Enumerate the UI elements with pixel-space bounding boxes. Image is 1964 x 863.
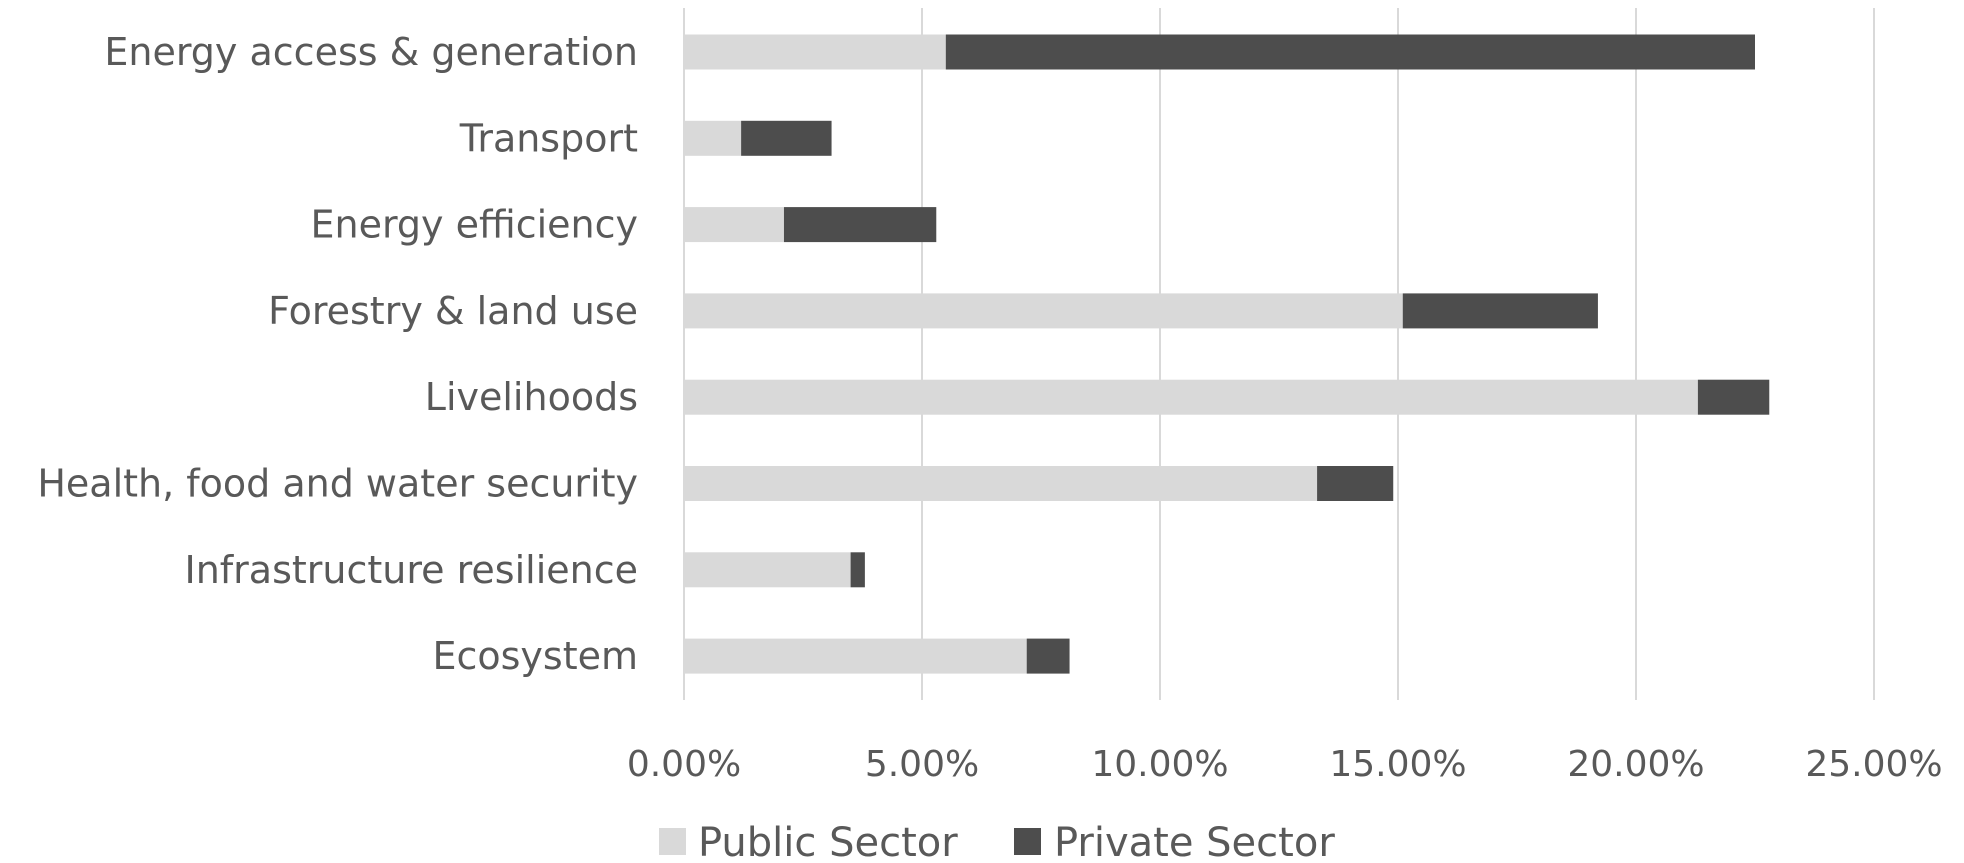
category-label: Transport: [459, 116, 638, 160]
bar-public-sector: [684, 466, 1318, 501]
category-label: Infrastructure resilience: [185, 548, 638, 592]
category-label: Ecosystem: [432, 634, 638, 678]
x-tick-label: 0.00%: [627, 744, 741, 785]
x-tick-label: 15.00%: [1329, 744, 1466, 785]
category-label: Health, food and water security: [37, 462, 638, 506]
x-tick-label: 10.00%: [1091, 744, 1228, 785]
bar-private-sector: [741, 120, 832, 156]
bar-public-sector: [684, 293, 1403, 329]
bar-private-sector: [1317, 466, 1394, 501]
bar-private-sector: [850, 552, 865, 588]
x-tick-label: 25.00%: [1805, 744, 1942, 785]
x-tick-label: 20.00%: [1567, 744, 1704, 785]
bar-public-sector: [684, 120, 742, 156]
x-tick-label: 5.00%: [865, 744, 979, 785]
bar-public-sector: [684, 379, 1698, 415]
bar-private-sector: [1697, 379, 1770, 415]
bars: [684, 34, 1770, 674]
gridlines: [683, 8, 1875, 700]
legend: Public Sector Private Sector: [659, 820, 1335, 863]
bar-public-sector: [684, 638, 1027, 674]
bar-private-sector: [783, 207, 937, 243]
bar-private-sector: [945, 34, 1755, 70]
bar-public-sector: [684, 552, 851, 588]
category-label: Forestry & land use: [268, 289, 638, 333]
bar-private-sector: [1026, 638, 1070, 674]
bar-public-sector: [684, 207, 784, 243]
category-label: Livelihoods: [425, 375, 638, 419]
legend-swatch: [659, 828, 686, 855]
legend-label: Private Sector: [1054, 820, 1335, 863]
category-labels: Energy access & generation Transport Energ…: [37, 30, 638, 678]
legend-label: Public Sector: [698, 820, 958, 863]
bar-private-sector: [1402, 293, 1598, 329]
x-axis-tick-labels: 0.00% 5.00% 10.00% 15.00% 20.00% 25.00%: [627, 744, 1943, 785]
bar-public-sector: [684, 34, 946, 70]
legend-swatch: [1014, 828, 1041, 855]
category-label: Energy efficiency: [310, 203, 638, 247]
category-label: Energy access & generation: [104, 30, 638, 74]
